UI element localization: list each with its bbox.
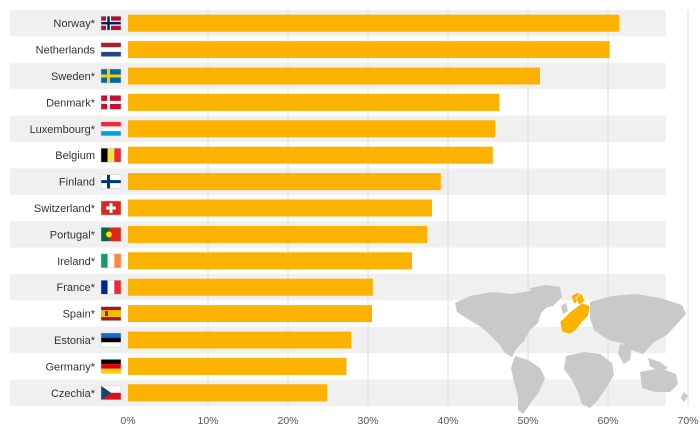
category-label: Ireland* bbox=[57, 256, 96, 268]
continent-shape bbox=[640, 368, 678, 392]
flag-belgium-icon bbox=[100, 147, 122, 163]
flag-portugal-icon bbox=[100, 227, 122, 242]
continent-shape bbox=[618, 344, 632, 364]
world-map-icon bbox=[455, 285, 688, 414]
category-labels: Norway* Netherlands Sweden* Denmark* Luxembo… bbox=[30, 18, 96, 400]
flag-switzerland-icon bbox=[100, 200, 122, 216]
continent-shape bbox=[564, 352, 614, 408]
europe-highlight bbox=[575, 292, 586, 306]
flag-ireland-icon bbox=[100, 253, 122, 269]
category-label: Netherlands bbox=[36, 45, 96, 57]
bar bbox=[128, 305, 372, 323]
category-label: France* bbox=[56, 282, 95, 294]
category-label: Sweden* bbox=[51, 71, 96, 83]
x-axis-ticks: 0% 10% 20% 30% 40% 50% 60% 70% bbox=[120, 415, 698, 427]
continent-shape bbox=[530, 285, 562, 308]
category-label: Germany* bbox=[45, 361, 95, 373]
continent-shape bbox=[561, 303, 568, 314]
flag-france-icon bbox=[100, 279, 122, 295]
x-tick-label: 50% bbox=[517, 415, 538, 427]
flag-estonia-icon bbox=[100, 332, 122, 348]
category-label: Switzerland* bbox=[34, 203, 96, 215]
x-tick-label: 10% bbox=[197, 415, 218, 427]
continent-shape bbox=[681, 392, 688, 402]
bar bbox=[128, 278, 373, 296]
category-label: Finland bbox=[59, 177, 95, 189]
bar bbox=[128, 384, 328, 402]
flag-spain-icon bbox=[100, 306, 122, 321]
flag-netherlands-icon bbox=[100, 42, 122, 57]
x-tick-label: 20% bbox=[277, 415, 298, 427]
flags bbox=[100, 15, 122, 401]
bar bbox=[128, 199, 432, 217]
category-label: Portugal* bbox=[50, 229, 96, 241]
category-label: Norway* bbox=[53, 18, 95, 30]
flag-denmark-icon bbox=[100, 95, 122, 110]
flag-norway-icon bbox=[100, 15, 122, 31]
bar bbox=[128, 67, 540, 85]
category-label: Spain* bbox=[63, 309, 96, 321]
bars bbox=[128, 14, 620, 402]
continent-shape bbox=[511, 356, 545, 414]
category-label: Denmark* bbox=[46, 97, 96, 109]
x-tick-label: 0% bbox=[120, 415, 135, 427]
bar bbox=[128, 357, 347, 375]
category-label: Estonia* bbox=[54, 335, 96, 347]
bar bbox=[128, 173, 441, 191]
continent-shape bbox=[590, 294, 686, 354]
category-label: Belgium bbox=[55, 150, 95, 162]
x-tick-label: 40% bbox=[437, 415, 458, 427]
bar bbox=[128, 331, 352, 349]
bar bbox=[128, 93, 500, 111]
flag-czechia-icon bbox=[100, 385, 122, 401]
continent-shape bbox=[648, 358, 668, 372]
flag-germany-icon bbox=[100, 359, 122, 374]
continent-shape bbox=[455, 291, 548, 357]
x-tick-label: 60% bbox=[597, 415, 618, 427]
category-label: Czechia* bbox=[51, 388, 96, 400]
bar bbox=[128, 146, 493, 164]
bar bbox=[128, 41, 610, 59]
bar bbox=[128, 252, 412, 270]
x-tick-label: 70% bbox=[677, 415, 698, 427]
flag-sweden-icon bbox=[100, 68, 122, 84]
bar bbox=[128, 14, 620, 32]
bar bbox=[128, 225, 428, 243]
category-label: Luxembourg* bbox=[30, 124, 96, 136]
flag-finland-icon bbox=[100, 174, 122, 189]
europe-highlight bbox=[559, 302, 591, 335]
x-tick-label: 30% bbox=[357, 415, 378, 427]
bar bbox=[128, 120, 496, 138]
flag-luxembourg-icon bbox=[100, 121, 122, 137]
